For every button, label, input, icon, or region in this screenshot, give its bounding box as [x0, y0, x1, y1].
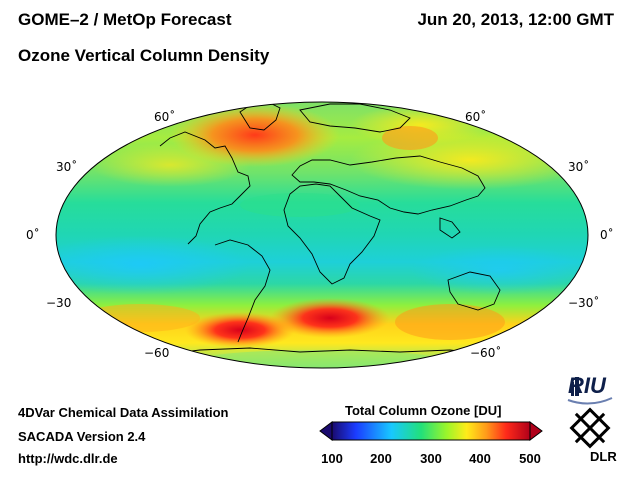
- version-text: SACADA Version 2.4: [18, 429, 146, 444]
- lat-label-0-left: 0˚: [26, 228, 40, 242]
- lat-label-30n-left: 30˚: [56, 160, 78, 174]
- forecast-datetime: Jun 20, 2013, 12:00 GMT: [417, 10, 614, 29]
- lat-label-30s-right: −30˚: [568, 296, 600, 310]
- product-title: GOME–2 / MetOp Forecast: [18, 10, 232, 29]
- quantity-title: Ozone Vertical Column Density: [18, 46, 270, 65]
- high-ozone-southern-ocean: [270, 298, 390, 338]
- colorbar-title: Total Column Ozone [DU]: [345, 403, 502, 418]
- lat-label-60n-left: 60˚: [154, 110, 176, 124]
- lat-label-0-right: 0˚: [600, 228, 614, 242]
- dlr-logo: DLR: [590, 449, 617, 464]
- source-link[interactable]: http://wdc.dlr.de: [18, 451, 118, 466]
- method-text: 4DVar Chemical Data Assimilation: [18, 405, 229, 420]
- lat-label-30s-left: −30: [46, 296, 72, 310]
- lat-label-60n-right: 60˚: [465, 110, 487, 124]
- colorbar-tick: 300: [420, 451, 442, 466]
- high-ozone-north-atlantic: [170, 103, 340, 167]
- coastlines: [149, 102, 501, 357]
- lat-label-30n-right: 30˚: [568, 160, 590, 174]
- riu-logo: RIU: [568, 373, 606, 398]
- colorbar-tick: 200: [370, 451, 392, 466]
- colorbar-tick: 400: [469, 451, 491, 466]
- lat-label-60s-right: −60˚: [470, 346, 502, 360]
- globe-outline: [55, 101, 589, 369]
- colorbar-tick: 100: [321, 451, 343, 466]
- lat-label-60s-left: −60: [144, 346, 170, 360]
- colorbar-tick: 500: [519, 451, 541, 466]
